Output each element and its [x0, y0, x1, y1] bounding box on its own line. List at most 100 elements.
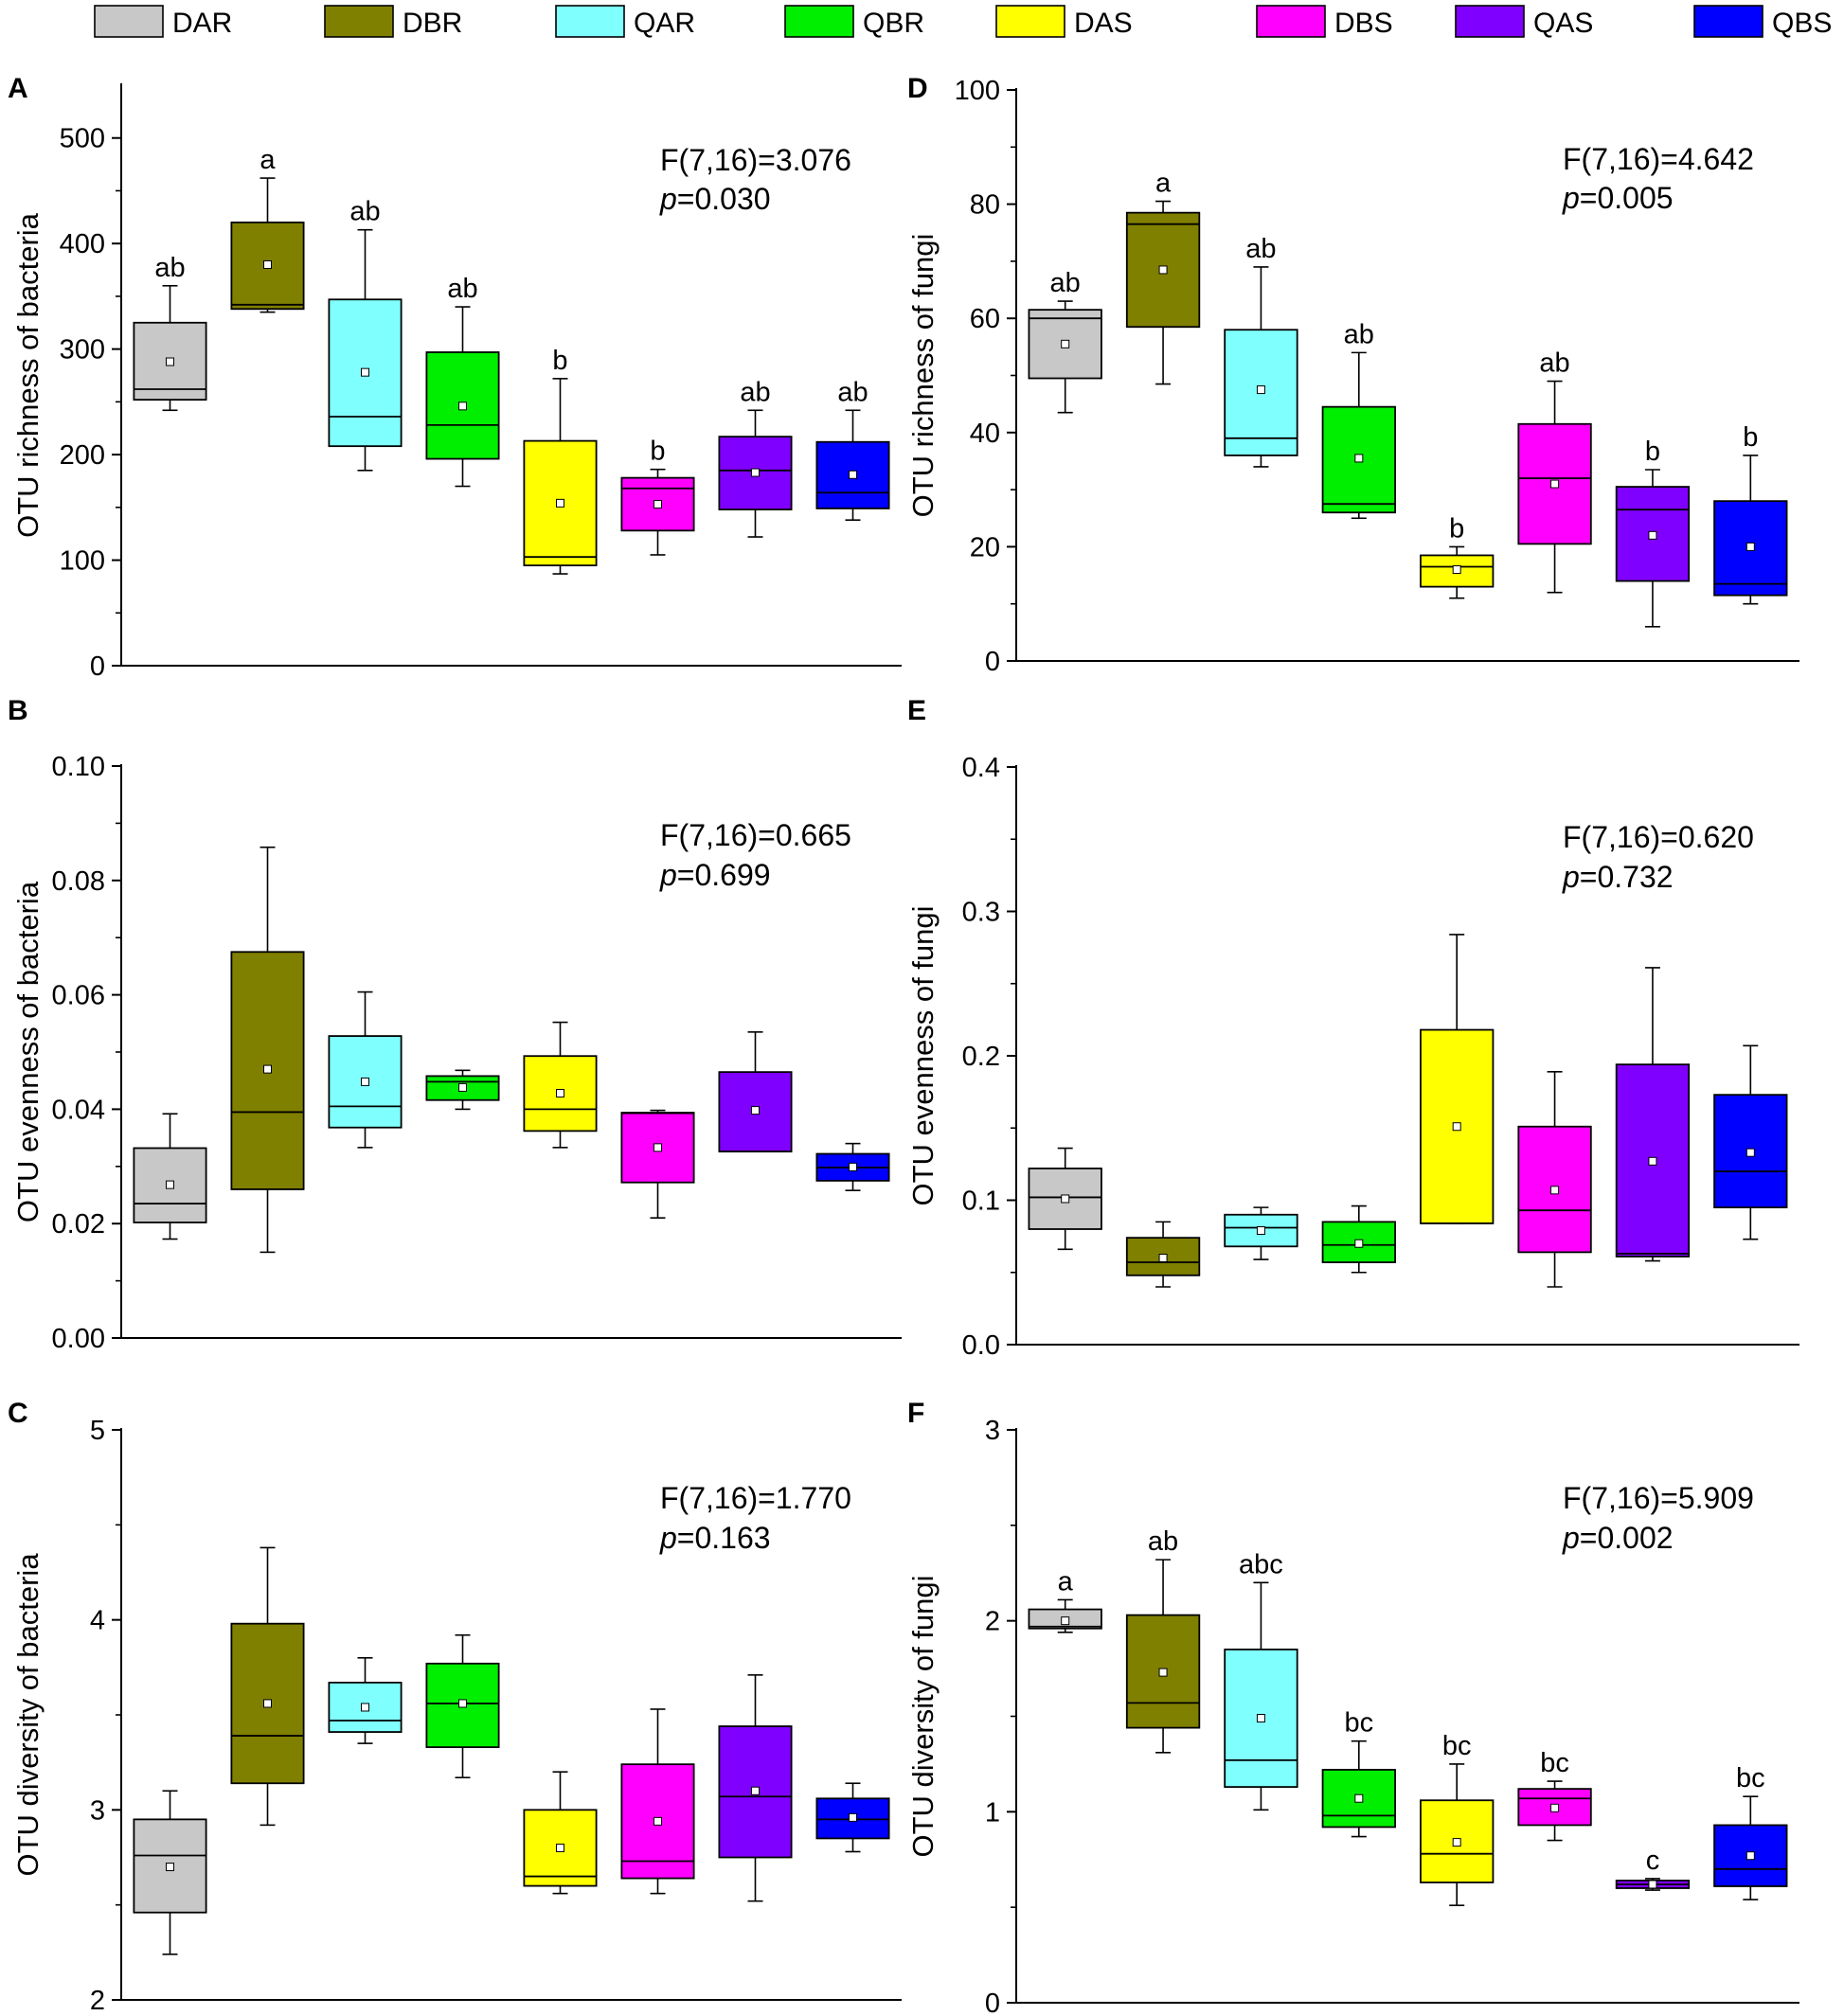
- mean-marker: [1452, 1838, 1461, 1847]
- box-qbs: [815, 1782, 890, 1853]
- mean-marker: [849, 1812, 857, 1822]
- significance-letter: a: [1155, 169, 1172, 199]
- panel-label: B: [8, 695, 28, 726]
- significance-letter: ab: [837, 377, 868, 407]
- panel-label: E: [907, 695, 926, 726]
- mean-marker: [1061, 1616, 1070, 1626]
- legend-swatch: [1693, 5, 1763, 38]
- p-symbol: p: [1562, 860, 1580, 894]
- mean-marker: [556, 1843, 564, 1852]
- legend-label: DAR: [172, 8, 232, 39]
- p-value: p=0.732: [1562, 860, 1674, 894]
- mean-marker: [1158, 1254, 1168, 1262]
- legend-item-dar: DAR: [94, 5, 232, 39]
- mean-marker: [849, 470, 857, 479]
- box-dar: ab: [133, 253, 207, 412]
- y-tick-label: 0.00: [52, 1324, 105, 1354]
- significance-letter: bc: [1736, 1763, 1765, 1793]
- legend-label: QAS: [1533, 8, 1593, 39]
- mean-marker: [1452, 565, 1461, 575]
- p-number: =0.030: [677, 182, 771, 216]
- significance-letter: b: [552, 346, 567, 376]
- f-statistic: F(7,16)=0.620: [1563, 820, 1754, 854]
- legend-label: QBS: [1772, 8, 1832, 39]
- panel-f: F 0 1 2 3 OTU diversity of fungi F(7,16)=5.909…: [906, 1398, 1799, 2016]
- mean-marker: [166, 357, 174, 366]
- significance-letter: bc: [1344, 1708, 1373, 1739]
- y-tick-label: 400: [60, 229, 105, 259]
- box-qar: [328, 1657, 403, 1744]
- mean-marker: [1354, 1793, 1364, 1803]
- box-das: b: [1420, 513, 1495, 599]
- box-das: [1420, 934, 1495, 1224]
- significance-letter: ab: [154, 253, 185, 283]
- y-tick-label: 40: [970, 419, 1000, 449]
- y-axis-title: OTU richness of bacteria: [11, 212, 45, 538]
- mean-marker: [1550, 479, 1560, 489]
- y-tick-label: 0.08: [52, 866, 105, 897]
- legend: DAR DBR QAR QBR DAS DBS QAS QBS: [94, 5, 1832, 39]
- mean-marker: [1061, 339, 1070, 348]
- significance-letter: abc: [1239, 1549, 1283, 1579]
- y-tick-label: 80: [970, 190, 1000, 221]
- box-qar: [1224, 1206, 1298, 1260]
- legend-item-dbs: DBS: [1256, 5, 1393, 39]
- f-statistic: F(7,16)=0.665: [660, 818, 851, 852]
- p-value: p=0.163: [659, 1521, 771, 1555]
- box-qbr: [1321, 1204, 1396, 1274]
- significance-letter: b: [1743, 422, 1758, 453]
- box-das: bc: [1420, 1731, 1495, 1906]
- box-dar: [1028, 1147, 1102, 1251]
- mean-marker: [1550, 1186, 1560, 1195]
- mean-marker: [1648, 1880, 1657, 1889]
- p-number: =0.163: [677, 1521, 771, 1555]
- p-number: =0.005: [1580, 181, 1674, 215]
- p-number: =0.002: [1580, 1521, 1674, 1555]
- mean-marker: [1158, 1668, 1168, 1677]
- box-qas: b: [1615, 437, 1691, 628]
- y-tick-label: 2: [985, 1607, 1000, 1637]
- mean-marker: [458, 1082, 467, 1092]
- mean-marker: [263, 1064, 272, 1074]
- box-dar: ab: [1028, 268, 1102, 414]
- iqr-box: [1321, 1769, 1396, 1829]
- legend-swatch: [555, 5, 625, 38]
- box-qbs: bc: [1713, 1763, 1788, 1900]
- y-tick-label: 3: [90, 1795, 105, 1826]
- box-qas: [718, 1674, 793, 1902]
- significance-letter: ab: [740, 377, 770, 407]
- box-das: [523, 1021, 598, 1149]
- legend-swatch: [1256, 5, 1326, 38]
- y-tick-label: 0.10: [52, 752, 105, 782]
- p-symbol: p: [1562, 181, 1580, 215]
- panel-label: C: [8, 1398, 28, 1429]
- legend-swatch: [995, 5, 1065, 38]
- mean-marker: [653, 1816, 662, 1826]
- significance-letter: b: [1449, 513, 1464, 544]
- p-value: p=0.002: [1562, 1521, 1674, 1555]
- mean-marker: [1746, 1148, 1755, 1157]
- y-tick-label: 200: [60, 440, 105, 471]
- legend-label: DAS: [1074, 8, 1133, 39]
- f-statistic: F(7,16)=5.909: [1563, 1481, 1754, 1515]
- box-dbr: [1125, 1221, 1201, 1288]
- box-qbs: b: [1713, 422, 1788, 605]
- mean-marker: [361, 1703, 369, 1712]
- mean-marker: [1256, 1226, 1265, 1236]
- panel-e: E 0.0 0.1 0.2 0.3 0.4 OTU evenness of fungi F(7…: [906, 695, 1799, 1361]
- significance-letter: bc: [1540, 1748, 1569, 1778]
- box-dbr: a: [1125, 169, 1201, 385]
- box-qbr: ab: [425, 274, 500, 488]
- p-symbol: p: [659, 858, 677, 892]
- iqr-box: [230, 221, 305, 311]
- mean-marker: [849, 1162, 857, 1171]
- mean-marker: [556, 498, 564, 508]
- box-qbs: ab: [815, 377, 890, 521]
- box-dbs: [620, 1109, 695, 1219]
- mean-marker: [361, 367, 369, 377]
- panel-d: D 0 20 40 60 80 100 OTU richness of fungi F(7,16…: [906, 73, 1799, 677]
- p-number: =0.699: [677, 858, 771, 892]
- legend-label: DBR: [403, 8, 462, 39]
